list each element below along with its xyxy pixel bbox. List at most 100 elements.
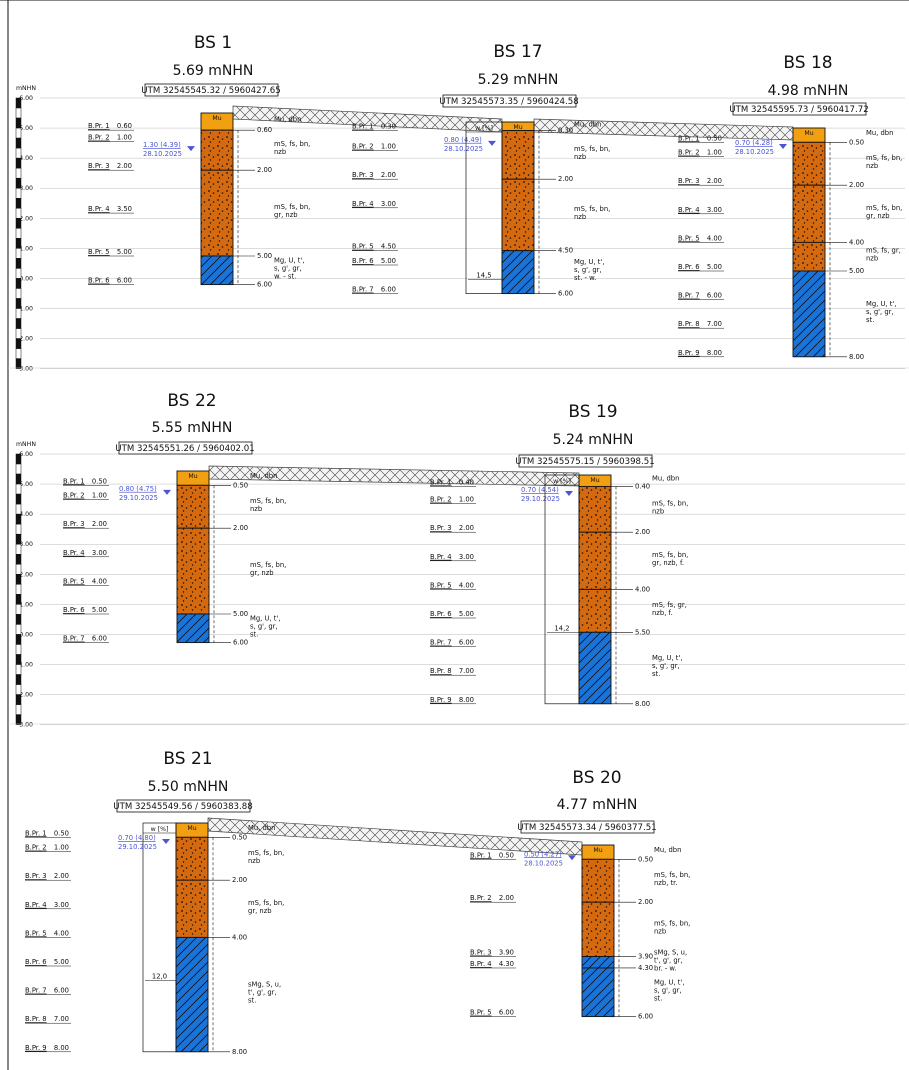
layer-description: mS, fs, bn, <box>574 145 610 153</box>
topsoil-code-label: Mu <box>590 477 599 484</box>
axis-scale-segment <box>15 694 22 705</box>
sample-depth: 2.00 <box>381 171 396 179</box>
groundwater-date: 29.10.2025 <box>521 495 560 503</box>
axis-tick-label: -1.00 <box>17 306 33 313</box>
layer-bottom-depth: 5.00 <box>233 610 248 618</box>
soil-layer-clay <box>176 613 210 644</box>
sample-marker: B.Pr. 5 6.00 <box>470 1009 516 1017</box>
sample-marker: B.Pr. 3 2.00 <box>63 520 109 529</box>
sample-marker: B.Pr. 7 6.00 <box>352 286 398 294</box>
sample-label: B.Pr. 7 <box>678 292 700 300</box>
groundwater-triangle-icon <box>565 491 573 497</box>
layer-description: st. <box>250 630 258 638</box>
sample-depth: 0.40 <box>459 478 474 486</box>
sample-marker: B.Pr. 4 3.00 <box>25 901 71 910</box>
borehole-elevation: 4.98 mNHN <box>768 83 849 99</box>
sample-marker: B.Pr. 1 0.50 <box>25 829 71 838</box>
sample-marker: B.Pr. 5 4.00 <box>430 581 476 590</box>
moisture-column <box>142 822 177 1053</box>
layer-bottom-depth: 0.50 <box>232 833 247 841</box>
axis-tick-label: 1.00 <box>19 245 33 252</box>
borehole-bs-19: BS 19 5.24 mNHN UTM 32545575.15 / 5960398.… <box>430 402 688 708</box>
axis-scale-segment <box>15 594 22 605</box>
layer-bottom-depth: 6.00 <box>233 639 248 647</box>
axis-scale-segment <box>15 533 22 545</box>
sample-label: B.Pr. 6 <box>25 958 47 966</box>
soil-layer-clay <box>501 250 535 295</box>
sample-label: B.Pr. 7 <box>352 286 374 294</box>
sample-depth: 3.00 <box>381 200 396 208</box>
layer-description: mS, fs, gr, <box>652 601 687 609</box>
groundwater-level: 0.80 (4.49) <box>444 136 482 144</box>
sample-marker: B.Pr. 9 8.00 <box>25 1044 71 1053</box>
sample-marker: B.Pr. 6 5.00 <box>63 606 109 615</box>
soil-layer-sand <box>200 129 234 171</box>
borehole-bs-1: BS 1 5.69 mNHN UTM 32545545.32 / 5960427.6… <box>88 33 310 289</box>
sample-label: B.Pr. 6 <box>430 610 452 618</box>
moisture-header: w [%] <box>475 125 493 132</box>
sample-marker: B.Pr. 2 1.00 <box>63 492 109 500</box>
layer-description: mS, fs, bn, <box>248 849 284 857</box>
sample-depth: 4.30 <box>499 960 514 968</box>
groundwater-date: 28.10.2025 <box>143 150 182 158</box>
layer-description: st. <box>654 994 662 1002</box>
axis-scale-segment <box>15 584 22 595</box>
layer-bottom-depth: 0.30 <box>558 127 573 135</box>
axis-scale-segment <box>15 674 22 685</box>
layer-description: Mg, U, t', <box>866 300 897 308</box>
axis-tick-label: -2.00 <box>17 336 33 343</box>
soil-layer-sand <box>175 879 209 938</box>
axis-scale-segment <box>15 654 22 665</box>
axis-scale-segment <box>15 117 22 129</box>
sample-label: B.Pr. 1 <box>678 134 700 142</box>
layer-bottom-depth: 6.00 <box>257 281 272 289</box>
layer-description: Mu, dbn <box>248 824 275 832</box>
layer-bottom-depth: 8.00 <box>635 700 650 708</box>
utm-box <box>518 454 653 468</box>
groundwater-level: 0.80 (4.75) <box>119 485 157 493</box>
layer-bottom-depth: 4.30 <box>638 964 653 972</box>
layer-description: gr, nzb <box>274 211 298 219</box>
layer-bottom-depth: 4.50 <box>558 247 573 255</box>
axis-scale-segment <box>15 543 22 555</box>
layer-description: gr, nzb <box>250 569 274 577</box>
sample-depth: 5.00 <box>381 257 396 265</box>
axis-scale-segment <box>15 348 22 359</box>
sample-depth: 1.00 <box>54 844 69 852</box>
axis-tick-label: 3.00 <box>19 541 33 548</box>
sample-depth: 0.50 <box>92 477 107 485</box>
axis-tick-label: -1.00 <box>17 662 33 669</box>
layer-description: s, g', gr, <box>652 662 680 670</box>
groundwater-date: 28.10.2025 <box>735 148 774 156</box>
layer-description: nzb <box>574 213 586 221</box>
sample-label: B.Pr. 6 <box>88 277 110 285</box>
utm-coordinates: UTM 32545545.32 / 5960427.65 <box>141 86 280 96</box>
sample-label: B.Pr. 6 <box>678 263 700 271</box>
sample-label: B.Pr. 1 <box>25 829 47 837</box>
borehole-bs-20: BS 20 4.77 mNHN UTM 32545573.34 / 5960377.… <box>470 768 690 1021</box>
sample-depth: 5.00 <box>117 248 132 256</box>
sample-label: B.Pr. 4 <box>88 205 110 213</box>
utm-coordinates: UTM 32545573.35 / 5960424.58 <box>439 97 578 107</box>
soil-layer-sand <box>792 141 826 186</box>
sample-depth: 8.00 <box>459 696 474 704</box>
axis-tick-label: 1.00 <box>19 601 33 608</box>
layer-description: st. <box>652 670 660 678</box>
axis-scale-segment <box>15 483 22 495</box>
sample-label: B.Pr. 7 <box>430 639 452 647</box>
sample-marker: B.Pr. 3 3.90 <box>470 949 516 957</box>
axis-scale-segment <box>15 614 22 625</box>
sample-marker: B.Pr. 6 6.00 <box>88 277 134 285</box>
moisture-value: 12,0 <box>152 972 167 980</box>
sample-depth: 2.00 <box>92 520 107 528</box>
sample-marker: B.Pr. 4 3.00 <box>678 206 724 215</box>
sample-marker: B.Pr. 2 1.00 <box>352 143 398 151</box>
groundwater-level: 0.50 (4.27) <box>524 850 562 858</box>
axis-scale-segment <box>15 624 22 635</box>
sample-marker: B.Pr. 5 4.00 <box>25 929 71 938</box>
sample-marker: B.Pr. 5 4.00 <box>63 577 109 586</box>
soil-layer-sand <box>581 901 615 957</box>
layer-description: Mu, dbn <box>274 116 301 124</box>
axis-tick-label: -3.00 <box>17 722 33 729</box>
sample-label: B.Pr. 5 <box>678 234 700 242</box>
